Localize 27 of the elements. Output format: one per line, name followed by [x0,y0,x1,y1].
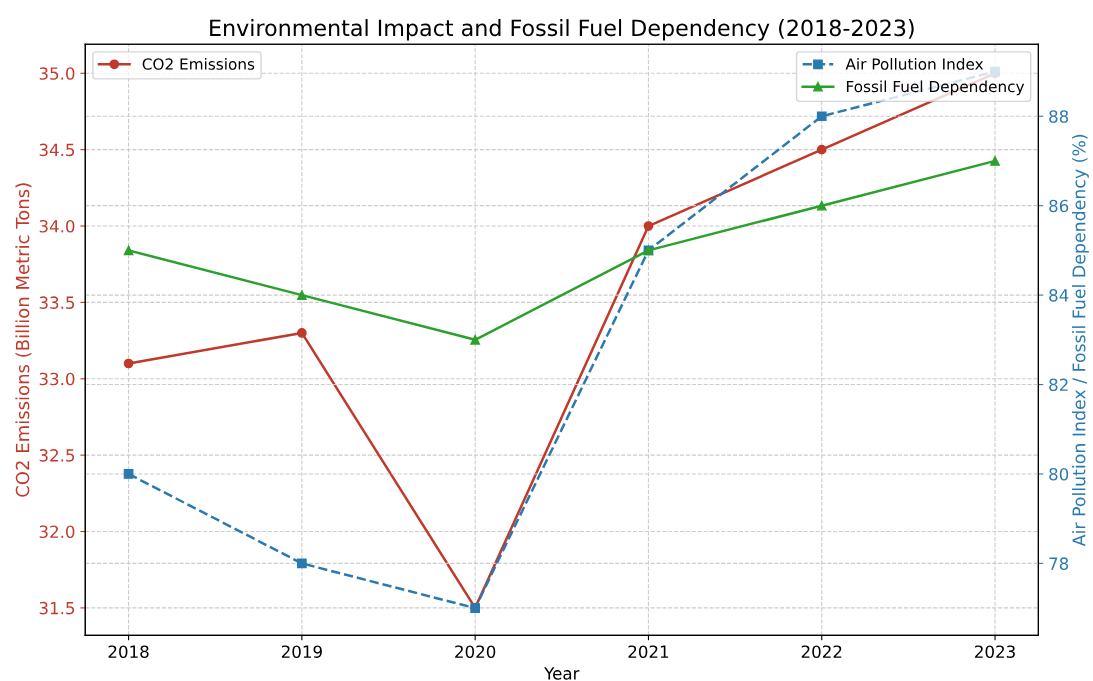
x-tick-label: 2022 [801,645,842,658]
x-tick-label: 2021 [628,645,669,658]
y2-tick-label: 86 [1049,199,1069,213]
y-tick-label: 33.5 [39,296,75,309]
x-tick-label: 2018 [108,645,149,658]
x-axis-title: Year [544,667,580,680]
legend-label: Air Pollution Index [845,58,984,70]
y-tick-label: 35.0 [39,67,75,80]
legend-label: Fossil Fuel Dependency [846,80,1025,96]
y-tick-label: 31.5 [39,601,75,615]
y-axis-title: CO2 Emissions (Billion Metric Tons) [15,183,32,497]
y2-tick-label: 80 [1049,467,1069,481]
y-tick-label: 32.0 [39,525,75,539]
y2-tick-label: 82 [1049,378,1068,392]
y-tick-label: 34.5 [39,143,75,157]
x-tick-label: 2019 [281,645,322,658]
y2-tick-label: 78 [1049,557,1069,570]
x-tick-label: 2020 [455,645,496,658]
y-tick-label: 34.0 [39,219,75,233]
y2-axis-title: Air Pollution Index / Fossil Fuel Dependency (%) [1072,134,1089,547]
y2-tick-label: 88 [1049,110,1069,123]
legend-label: CO2 Emissions [142,58,255,70]
chart-title: Environmental Impact and Fossil Fuel Dependency (2018-2023) [210,19,914,41]
y2-tick-label: 84 [1049,289,1069,302]
y-tick-label: 32.5 [39,449,75,462]
y-tick-label: 33.0 [39,372,75,386]
x-tick-label: 2023 [975,645,1015,658]
